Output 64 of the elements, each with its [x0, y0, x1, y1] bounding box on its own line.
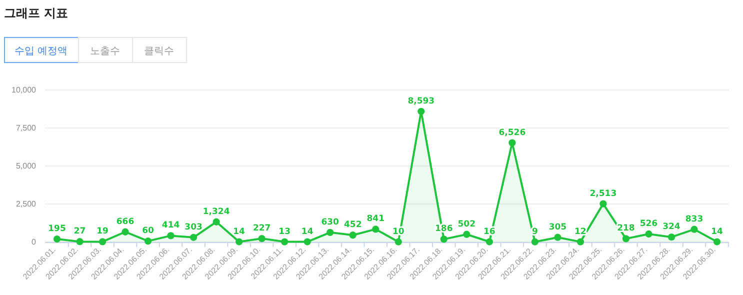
- point: [554, 234, 562, 241]
- data-label: 14: [233, 226, 246, 237]
- point: [713, 238, 721, 246]
- chart-title: 그래프 지표: [4, 6, 68, 20]
- data-label: 666: [116, 216, 134, 227]
- point: [98, 238, 106, 246]
- point: [281, 238, 288, 246]
- point: [76, 238, 84, 246]
- data-label: 841: [366, 214, 385, 224]
- data-label: 8,593: [408, 96, 435, 106]
- point: [576, 238, 584, 246]
- data-label: 19: [96, 226, 109, 237]
- point: [167, 232, 174, 240]
- data-label: 14: [711, 226, 723, 237]
- point: [53, 235, 61, 243]
- point: [236, 238, 243, 246]
- data-label: 12: [574, 226, 586, 237]
- point: [144, 238, 152, 245]
- data-label: 2,513: [590, 188, 617, 199]
- y-tick-label: 2,500: [16, 200, 37, 209]
- y-tick-label: 7,500: [16, 124, 37, 133]
- data-label: 1,324: [202, 206, 230, 217]
- point: [690, 226, 698, 233]
- point: [668, 234, 676, 241]
- y-tick-label: 0: [32, 238, 37, 247]
- point: [486, 238, 493, 246]
- data-label: 227: [252, 224, 271, 234]
- point: [258, 234, 266, 242]
- data-label: 526: [640, 219, 658, 230]
- point: [190, 234, 198, 241]
- data-label: 414: [162, 220, 180, 231]
- point: [440, 236, 448, 243]
- data-label: 452: [344, 220, 362, 230]
- data-label: 6,526: [498, 128, 526, 138]
- point: [622, 235, 630, 242]
- point: [418, 108, 425, 115]
- data-label: 14: [301, 226, 314, 237]
- data-label: 13: [278, 226, 291, 237]
- data-label: 27: [74, 226, 86, 237]
- point: [326, 228, 334, 236]
- point: [304, 238, 311, 246]
- data-label: 833: [685, 214, 704, 224]
- text: 노출수: [90, 46, 120, 57]
- data-label: 305: [548, 222, 567, 232]
- data-label: 502: [458, 219, 476, 230]
- y-tick-label: 10,000: [12, 86, 37, 95]
- point: [531, 238, 538, 246]
- y-tick-label: 5,000: [16, 162, 37, 171]
- data-label: 324: [662, 222, 680, 232]
- data-label: 303: [184, 222, 203, 232]
- point: [122, 228, 129, 236]
- text: 클릭수: [144, 46, 174, 57]
- data-label: 195: [48, 224, 66, 234]
- point: [349, 232, 356, 239]
- point: [212, 218, 220, 226]
- data-label: 630: [321, 217, 340, 228]
- point: [394, 238, 402, 246]
- point: [508, 139, 516, 146]
- point: [645, 230, 652, 238]
- text: 수입 예정액: [14, 46, 68, 57]
- point: [372, 226, 380, 233]
- point: [463, 230, 470, 238]
- point: [600, 200, 607, 208]
- data-label: 60: [142, 226, 154, 236]
